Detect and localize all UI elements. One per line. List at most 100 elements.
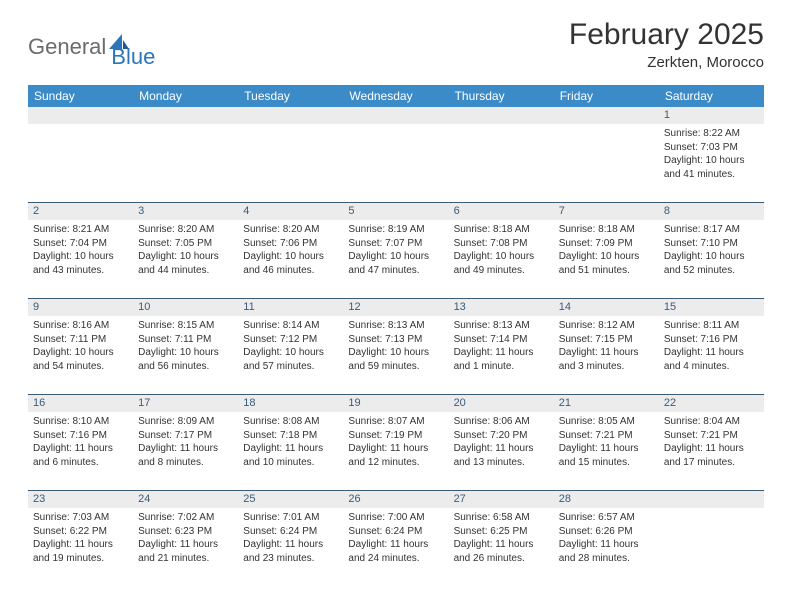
sunset-text: Sunset: 7:09 PM (559, 237, 654, 251)
day-cell: Sunrise: 8:22 AMSunset: 7:03 PMDaylight:… (659, 124, 764, 202)
day-cell (659, 508, 764, 586)
day-number-cell: 21 (554, 395, 659, 412)
sunrise-text: Sunrise: 8:12 AM (559, 319, 654, 333)
sunset-text: Sunset: 7:16 PM (664, 333, 759, 347)
daylight-text: Daylight: 10 hours and 43 minutes. (33, 250, 128, 277)
daylight-text: Daylight: 10 hours and 51 minutes. (559, 250, 654, 277)
daylight-text: Daylight: 11 hours and 3 minutes. (559, 346, 654, 373)
day-number-cell: 20 (449, 395, 554, 412)
sunrise-text: Sunrise: 8:10 AM (33, 415, 128, 429)
day-cell (28, 124, 133, 202)
day-cell: Sunrise: 6:57 AMSunset: 6:26 PMDaylight:… (554, 508, 659, 586)
sunrise-text: Sunrise: 7:01 AM (243, 511, 338, 525)
daylight-text: Daylight: 11 hours and 12 minutes. (348, 442, 443, 469)
calendar-page: General Blue February 2025 Zerkten, Moro… (0, 0, 792, 586)
daylight-text: Daylight: 10 hours and 52 minutes. (664, 250, 759, 277)
day-cell (554, 124, 659, 202)
sunrise-text: Sunrise: 8:18 AM (454, 223, 549, 237)
day-number: 22 (664, 396, 759, 411)
day-number-cell: 18 (238, 395, 343, 412)
daylight-text: Daylight: 10 hours and 44 minutes. (138, 250, 233, 277)
day-number-cell: 23 (28, 491, 133, 508)
day-number: 1 (664, 108, 759, 123)
day-number-cell (659, 491, 764, 508)
sunset-text: Sunset: 7:07 PM (348, 237, 443, 251)
day-cell: Sunrise: 7:01 AMSunset: 6:24 PMDaylight:… (238, 508, 343, 586)
sunrise-text: Sunrise: 7:02 AM (138, 511, 233, 525)
day-cell: Sunrise: 8:13 AMSunset: 7:14 PMDaylight:… (449, 316, 554, 394)
week-number-row: 1 (28, 107, 764, 124)
daylight-text: Daylight: 11 hours and 28 minutes. (559, 538, 654, 565)
week-number-row: 232425262728 (28, 490, 764, 508)
sunrise-text: Sunrise: 7:00 AM (348, 511, 443, 525)
day-number-cell: 28 (554, 491, 659, 508)
location-label: Zerkten, Morocco (569, 54, 764, 71)
day-number: 8 (664, 204, 759, 219)
daylight-text: Daylight: 11 hours and 19 minutes. (33, 538, 128, 565)
daylight-text: Daylight: 10 hours and 49 minutes. (454, 250, 549, 277)
day-number: 21 (559, 396, 654, 411)
day-number-cell (238, 107, 343, 124)
week-content-row: Sunrise: 8:10 AMSunset: 7:16 PMDaylight:… (28, 412, 764, 490)
sunset-text: Sunset: 7:10 PM (664, 237, 759, 251)
day-number-cell: 1 (659, 107, 764, 124)
day-number: 2 (33, 204, 128, 219)
sunrise-text: Sunrise: 8:13 AM (454, 319, 549, 333)
sunset-text: Sunset: 7:21 PM (559, 429, 654, 443)
sunrise-text: Sunrise: 8:15 AM (138, 319, 233, 333)
sunset-text: Sunset: 7:14 PM (454, 333, 549, 347)
sunrise-text: Sunrise: 8:21 AM (33, 223, 128, 237)
day-cell: Sunrise: 8:18 AMSunset: 7:08 PMDaylight:… (449, 220, 554, 298)
day-number: 16 (33, 396, 128, 411)
sunset-text: Sunset: 7:13 PM (348, 333, 443, 347)
day-number: 15 (664, 300, 759, 315)
sunrise-text: Sunrise: 8:09 AM (138, 415, 233, 429)
day-number-cell: 26 (343, 491, 448, 508)
day-number-cell: 12 (343, 299, 448, 316)
daylight-text: Daylight: 10 hours and 59 minutes. (348, 346, 443, 373)
daylight-text: Daylight: 11 hours and 24 minutes. (348, 538, 443, 565)
day-number-cell (343, 107, 448, 124)
sunset-text: Sunset: 7:19 PM (348, 429, 443, 443)
day-number-cell: 22 (659, 395, 764, 412)
daylight-text: Daylight: 10 hours and 47 minutes. (348, 250, 443, 277)
week-number-row: 16171819202122 (28, 394, 764, 412)
day-number-cell: 4 (238, 203, 343, 220)
daylight-text: Daylight: 11 hours and 15 minutes. (559, 442, 654, 469)
day-cell: Sunrise: 8:19 AMSunset: 7:07 PMDaylight:… (343, 220, 448, 298)
sunset-text: Sunset: 6:23 PM (138, 525, 233, 539)
day-cell: Sunrise: 8:07 AMSunset: 7:19 PMDaylight:… (343, 412, 448, 490)
logo-word-1: General (28, 34, 106, 60)
sunrise-text: Sunrise: 8:07 AM (348, 415, 443, 429)
day-number: 10 (138, 300, 233, 315)
day-cell: Sunrise: 8:14 AMSunset: 7:12 PMDaylight:… (238, 316, 343, 394)
daylight-text: Daylight: 11 hours and 10 minutes. (243, 442, 338, 469)
daylight-text: Daylight: 10 hours and 57 minutes. (243, 346, 338, 373)
day-number-cell: 13 (449, 299, 554, 316)
day-number: 26 (348, 492, 443, 507)
sunset-text: Sunset: 7:11 PM (138, 333, 233, 347)
day-number-cell: 17 (133, 395, 238, 412)
week-number-row: 2345678 (28, 202, 764, 220)
daylight-text: Daylight: 11 hours and 6 minutes. (33, 442, 128, 469)
dow-saturday: Saturday (659, 85, 764, 107)
daylight-text: Daylight: 10 hours and 56 minutes. (138, 346, 233, 373)
sunrise-text: Sunrise: 8:18 AM (559, 223, 654, 237)
day-cell: Sunrise: 8:20 AMSunset: 7:06 PMDaylight:… (238, 220, 343, 298)
logo-word-2: Blue (111, 44, 155, 70)
day-number: 9 (33, 300, 128, 315)
day-cell (343, 124, 448, 202)
daylight-text: Daylight: 11 hours and 23 minutes. (243, 538, 338, 565)
daylight-text: Daylight: 11 hours and 13 minutes. (454, 442, 549, 469)
dow-wednesday: Wednesday (343, 85, 448, 107)
sunset-text: Sunset: 7:12 PM (243, 333, 338, 347)
sunrise-text: Sunrise: 8:20 AM (138, 223, 233, 237)
sunset-text: Sunset: 7:11 PM (33, 333, 128, 347)
week-content-row: Sunrise: 8:22 AMSunset: 7:03 PMDaylight:… (28, 124, 764, 202)
day-number: 11 (243, 300, 338, 315)
day-cell: Sunrise: 8:08 AMSunset: 7:18 PMDaylight:… (238, 412, 343, 490)
daylight-text: Daylight: 11 hours and 26 minutes. (454, 538, 549, 565)
day-number: 24 (138, 492, 233, 507)
day-cell (133, 124, 238, 202)
day-cell: Sunrise: 8:06 AMSunset: 7:20 PMDaylight:… (449, 412, 554, 490)
